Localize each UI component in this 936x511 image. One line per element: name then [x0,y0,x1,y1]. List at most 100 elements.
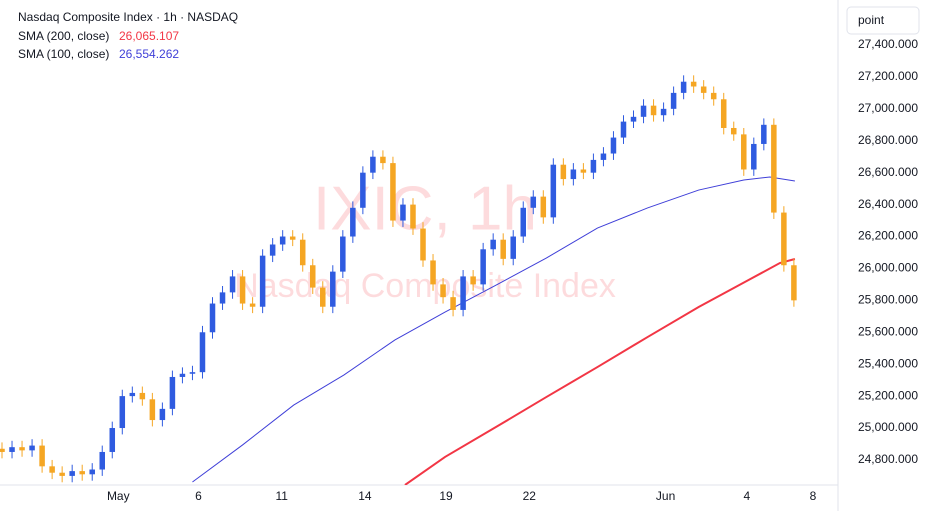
candle-body [79,471,85,475]
legend-value: 26,554.262 [119,47,179,61]
y-tick-label: 26,200.000 [858,229,918,243]
watermark-name: Nasdaq Composite Index [234,267,616,305]
sma-line [404,258,796,485]
candle-body [690,81,697,87]
candle-body [530,196,537,208]
x-tick-label: 11 [275,489,288,503]
candle-body [720,99,727,128]
y-tick-label: 26,600.000 [858,165,918,179]
candle-body [490,239,496,250]
candle-body [289,236,296,240]
candle-body [199,332,206,373]
candle-body [0,448,5,452]
candle-body [179,373,186,377]
y-tick-label: 25,000.000 [858,420,918,434]
candle-body [219,292,226,304]
candle-body [149,399,156,421]
candle-body [560,164,567,180]
y-tick-label: 25,400.000 [858,356,918,370]
candle-body [159,408,166,421]
candle-body [570,169,577,180]
candle-body [59,472,65,476]
scale-mode-button[interactable] [846,6,920,35]
candle-body [169,376,176,409]
candle-body [430,260,436,285]
y-tick-label: 27,000.000 [858,101,918,115]
candle-body [440,284,446,298]
y-tick-label: 24,800.000 [858,452,918,466]
y-tick-label: 25,200.000 [858,388,918,402]
candle-body [229,276,236,293]
y-tick-label: 25,800.000 [858,293,918,307]
x-tick-label: 8 [810,489,817,503]
candle-body [129,392,136,397]
candle-body [269,244,276,256]
candle-body [600,153,607,160]
candle-body [510,236,516,259]
x-tick-label: 14 [358,489,372,503]
candle-body [741,134,747,170]
plot-area [0,75,797,485]
candle-body [29,445,35,451]
candle-body [660,108,667,116]
candle-body [781,212,787,266]
candle-body [480,249,486,285]
legend-name: SMA (100, close) [18,47,109,61]
candle-body [640,105,647,117]
candle-body [470,276,476,285]
y-tick-label: 25,600.000 [858,324,918,338]
chart-title: Nasdaq Composite Index · 1h · NASDAQ [18,10,238,24]
candle-body [49,466,55,473]
candle-body [239,276,246,304]
candle-body [69,471,75,476]
candle-body [791,265,797,301]
candle-body [279,236,286,245]
candle-body [630,116,637,122]
candle-body [650,105,657,116]
candle-body [89,469,95,475]
candle-body [610,137,617,154]
scale-mode-label[interactable]: point [858,13,885,27]
candle-body [520,207,527,237]
candle-body [350,207,356,237]
x-tick-label: 19 [439,489,453,503]
x-tick-label: 22 [523,489,537,503]
candle-body [299,239,306,266]
x-tick-label: May [107,489,130,503]
candle-body [390,163,396,221]
y-tick-label: 27,400.000 [858,37,918,51]
y-tick-label: 26,000.000 [858,261,918,275]
candle-body [19,447,25,451]
candle-body [540,196,547,218]
x-tick-label: 4 [743,489,750,503]
candle-body [189,372,196,374]
candle-body [320,287,326,307]
candle-body [39,445,45,467]
candle-body [380,156,386,164]
candle-body [680,81,687,93]
candle-body [400,204,406,221]
candle-body [700,86,707,93]
candle-body [420,228,426,261]
candle-body [771,124,777,213]
candle-body [340,236,346,272]
candle-body [460,276,466,310]
candle-body [761,124,767,144]
y-tick-label: 26,400.000 [858,197,918,211]
candle-body [710,92,717,100]
candle-body [550,164,557,218]
candle-body [730,127,737,135]
candle-body [580,169,587,173]
candle-body [99,451,106,470]
y-tick-label: 27,200.000 [858,69,918,83]
candle-body [139,392,146,400]
candle-body [751,143,757,170]
candle-body [330,271,336,307]
candle-body [620,121,627,138]
y-tick-label: 26,800.000 [858,133,918,147]
candle-body [410,204,416,229]
candle-body [360,172,366,208]
x-tick-label: Jun [656,489,675,503]
candle-body [249,303,256,307]
